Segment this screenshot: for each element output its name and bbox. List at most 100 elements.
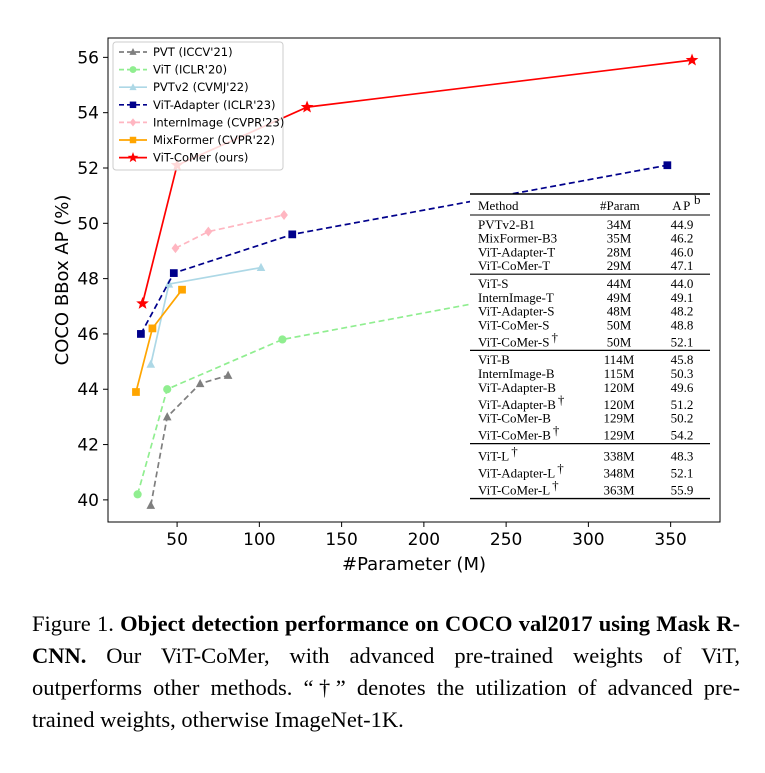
legend-label-internimage-cvpr-23: InternImage (CVPR'23) <box>153 115 284 129</box>
table-header-ap: AP <box>672 198 692 213</box>
table-cell-method: ViT-CoMer-S <box>478 317 549 332</box>
dagger-mark: † <box>553 423 560 438</box>
point-pvtv2-cvmj-22 <box>146 359 156 368</box>
results-table: Method #Param AP b PVTv2-B1 34M 44.9 MixFormer-… <box>470 192 710 509</box>
table-cell-param: 129M <box>603 428 635 443</box>
legend-label-pvt-iccv-21: PVT (ICCV'21) <box>153 45 233 59</box>
legend-box <box>112 41 284 171</box>
table-cell-ap: 44.9 <box>671 217 694 232</box>
x-tick-label: 250 <box>490 530 522 550</box>
x-tick-label: 100 <box>243 530 275 550</box>
table-cell-ap: 52.1 <box>671 466 694 481</box>
plot-frame <box>107 37 721 523</box>
table-cell-param: 49M <box>607 290 632 305</box>
table-cell-param: 35M <box>607 231 632 246</box>
table-cell-param: 338M <box>603 449 635 464</box>
y-tick-label: 46 <box>77 325 99 345</box>
point-internimage-cvpr-23 <box>204 226 213 237</box>
table-cell-method: ViT-CoMer-L <box>478 483 550 498</box>
table-cell-method: MixFormer-B3 <box>478 231 557 246</box>
legend-label-vit-comer-ours: ViT-CoMer (ours) <box>153 151 248 165</box>
point-pvt-iccv-21 <box>162 412 172 421</box>
table-cell-param: 115M <box>604 366 635 381</box>
table-background <box>470 194 710 509</box>
point-vit-iclr-20 <box>133 490 142 499</box>
series-line-internimage-cvpr-23 <box>175 214 285 249</box>
point-mixformer-cvpr-22 <box>178 285 186 294</box>
table-cell-param: 50M <box>607 334 632 349</box>
table-cell-ap: 55.9 <box>671 483 694 498</box>
x-tick-label: 300 <box>572 530 604 550</box>
point-vit-comer-ours <box>685 53 699 66</box>
legend-marker-vit-iclr-20 <box>129 66 137 74</box>
point-pvt-iccv-21 <box>146 500 156 509</box>
caption-bold: Object detection performance on COCO val… <box>32 611 740 668</box>
dagger-mark: † <box>552 478 559 493</box>
table-cell-method: ViT-Adapter-T <box>478 244 555 259</box>
series-line-pvt-iccv-21 <box>149 374 229 506</box>
series-line-vit-iclr-20 <box>136 269 652 495</box>
table-cell-param: 129M <box>603 411 635 426</box>
point-internimage-cvpr-23 <box>280 210 288 220</box>
table-cell-ap: 49.1 <box>671 290 694 305</box>
table-cell-param: 50M <box>607 317 632 332</box>
table-cell-method: ViT-S <box>478 276 509 291</box>
legend-label-vit-iclr-20: ViT (ICLR'20) <box>153 63 227 77</box>
table-cell-ap: 49.6 <box>671 380 694 395</box>
y-tick-label: 42 <box>77 436 99 456</box>
table-cell-ap: 45.8 <box>671 352 694 367</box>
table-cell-method: ViT-CoMer-T <box>478 258 550 273</box>
table-cell-method: ViT-Adapter-S <box>478 304 554 319</box>
table-cell-ap: 48.8 <box>671 317 694 332</box>
y-axis-label: COCO BBox AP (%) <box>52 195 73 366</box>
table-cell-param: 34M <box>607 217 632 232</box>
point-pvt-iccv-21 <box>223 370 233 379</box>
table-cell-ap: 54.2 <box>671 428 694 443</box>
dagger-mark: † <box>557 461 564 476</box>
table-cell-ap: 52.1 <box>671 334 694 349</box>
table-cell-method: InternImage-B <box>478 366 555 381</box>
legend-marker-pvtv2-cvmj-22 <box>129 83 137 91</box>
legend-marker-internimage-cvpr-23 <box>129 118 137 127</box>
table-cell-param: 348M <box>603 466 635 481</box>
table-cell-ap: 44.0 <box>671 276 694 291</box>
point-vit-adapter-iclr-23 <box>137 330 145 338</box>
table-cell-method: PVTv2-B1 <box>478 217 535 232</box>
table-cell-param: 114M <box>604 352 635 367</box>
point-vit-iclr-20 <box>278 335 287 344</box>
y-tick-label: 44 <box>77 380 99 400</box>
legend-marker-pvt-iccv-21 <box>129 48 137 55</box>
legend-label-pvtv2-cvmj-22: PVTv2 (CVMJ'22) <box>153 80 249 94</box>
table-cell-method: ViT-CoMer-B <box>478 411 551 426</box>
table-cell-method: ViT-Adapter-L <box>478 466 555 481</box>
table-cell-param: 120M <box>603 397 635 412</box>
y-tick-label: 50 <box>77 214 99 234</box>
series-line-pvtv2-cvmj-22 <box>149 266 262 365</box>
dagger-mark: † <box>558 392 565 407</box>
table-header-ap-superscript: b <box>694 192 701 207</box>
point-vit-comer-ours <box>136 296 149 309</box>
point-vit-comer-ours <box>300 100 314 113</box>
legend-marker-vit-adapter-iclr-23 <box>129 101 137 109</box>
y-tick-label: 56 <box>77 48 99 68</box>
caption-prefix: Figure 1. <box>32 611 121 636</box>
legend-label-vit-adapter-iclr-23: ViT-Adapter (ICLR'23) <box>153 98 276 112</box>
point-mixformer-cvpr-22 <box>132 388 140 396</box>
table-cell-param: 29M <box>607 258 632 273</box>
table-cell-method: ViT-B <box>478 352 510 367</box>
table-cell-param: 48M <box>607 304 632 319</box>
x-tick-label: 350 <box>654 530 686 550</box>
detection-chart: 50 100 150 200 250 300 350 40 42 44 46 48 50 52 54 56 #P… <box>52 37 721 575</box>
table-cell-param: 28M <box>607 244 632 259</box>
x-axis-label: #Parameter (M) <box>342 554 486 575</box>
caption-rest: Our ViT-CoMer, with advanced pre-trained… <box>32 643 740 732</box>
point-vit-adapter-iclr-23 <box>288 230 297 239</box>
y-tick-label: 40 <box>77 491 99 511</box>
table-cell-method: InternImage-T <box>478 290 554 305</box>
legend-label-mixformer-cvpr-22: MixFormer (CVPR'22) <box>153 133 275 147</box>
table-cell-param: 120M <box>603 380 635 395</box>
table-header-method: Method <box>478 198 519 213</box>
point-vit-iclr-20 <box>163 385 172 394</box>
point-pvtv2-cvmj-22 <box>256 262 266 271</box>
table-cell-ap: 51.2 <box>671 397 694 412</box>
